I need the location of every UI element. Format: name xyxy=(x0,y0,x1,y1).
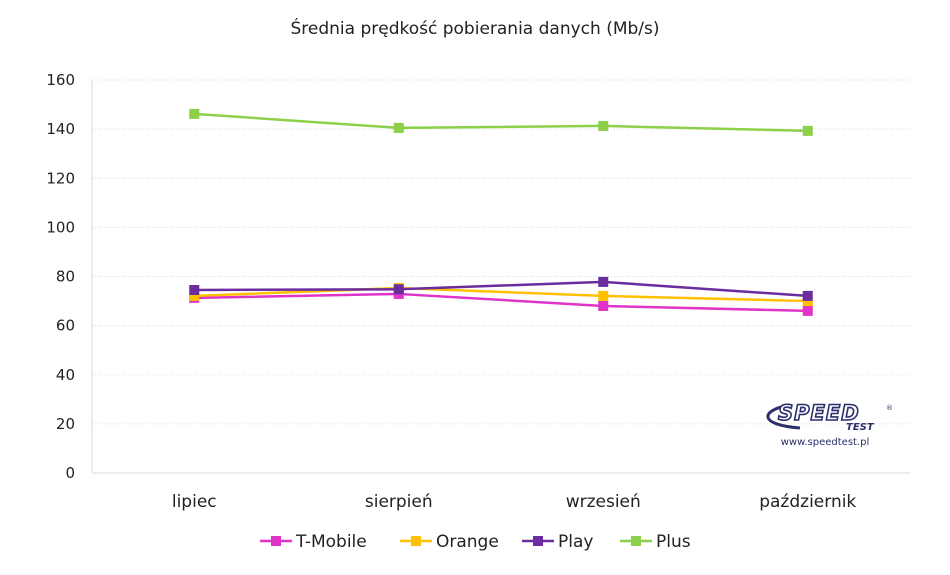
chart-title: Średnia prędkość pobierania danych (Mb/s… xyxy=(290,17,659,39)
legend-label: Plus xyxy=(656,532,691,552)
data-point xyxy=(802,125,813,136)
data-point xyxy=(802,290,813,301)
svg-text:www.speedtest.pl: www.speedtest.pl xyxy=(781,437,870,448)
legend-label: Play xyxy=(558,532,593,552)
legend-marker xyxy=(631,536,641,546)
legend-item-orange: Orange xyxy=(400,532,499,552)
data-point xyxy=(189,108,200,119)
series-play xyxy=(189,276,813,301)
series-line xyxy=(194,286,808,303)
y-tick-label: 120 xyxy=(46,169,75,187)
data-point xyxy=(598,300,609,311)
y-tick-label: 60 xyxy=(56,317,75,335)
data-point xyxy=(802,296,813,307)
x-tick-label: sierpień xyxy=(365,492,433,512)
y-axis-ticks: 0 20 40 60 80 100 120 140 160 xyxy=(46,71,75,482)
series-line xyxy=(194,112,808,133)
legend-item-play: Play xyxy=(522,532,593,552)
data-point xyxy=(598,120,609,131)
legend-marker xyxy=(271,536,281,546)
x-axis-ticks: lipiec sierpień wrzesień październik xyxy=(172,492,857,512)
data-point xyxy=(598,276,609,287)
x-tick-label: październik xyxy=(759,492,856,512)
svg-text:SPEED: SPEED xyxy=(778,401,860,425)
legend-label: Orange xyxy=(436,532,499,552)
data-point xyxy=(189,285,200,296)
svg-text:TEST: TEST xyxy=(846,422,875,433)
series-group xyxy=(189,108,813,316)
legend-item-plus: Plus xyxy=(620,532,691,552)
data-point xyxy=(393,284,404,295)
legend-label: T-Mobile xyxy=(295,532,367,552)
svg-text:®: ® xyxy=(886,404,893,412)
data-point xyxy=(598,290,609,301)
x-tick-label: wrzesień xyxy=(566,492,641,512)
y-tick-label: 80 xyxy=(56,268,75,286)
series-line xyxy=(194,280,808,298)
legend-marker xyxy=(533,536,543,546)
y-tick-label: 40 xyxy=(56,366,75,384)
speedtest-logo: SPEED ® TEST www.speedtest.pl xyxy=(766,400,893,448)
series-plus xyxy=(189,108,813,136)
y-tick-label: 20 xyxy=(56,415,75,433)
legend-marker xyxy=(411,536,421,546)
y-tick-label: 160 xyxy=(46,71,75,89)
y-tick-label: 100 xyxy=(46,218,75,236)
data-point xyxy=(189,290,200,301)
legend-item-t-mobile: T-Mobile xyxy=(260,532,367,552)
x-tick-label: lipiec xyxy=(172,492,217,512)
legend: T-Mobile Orange Play Plus xyxy=(260,532,691,552)
series-line xyxy=(194,292,808,313)
y-tick-label: 140 xyxy=(46,120,75,138)
data-point xyxy=(802,305,813,316)
y-tick-label: 0 xyxy=(65,464,75,482)
data-point xyxy=(393,122,404,133)
